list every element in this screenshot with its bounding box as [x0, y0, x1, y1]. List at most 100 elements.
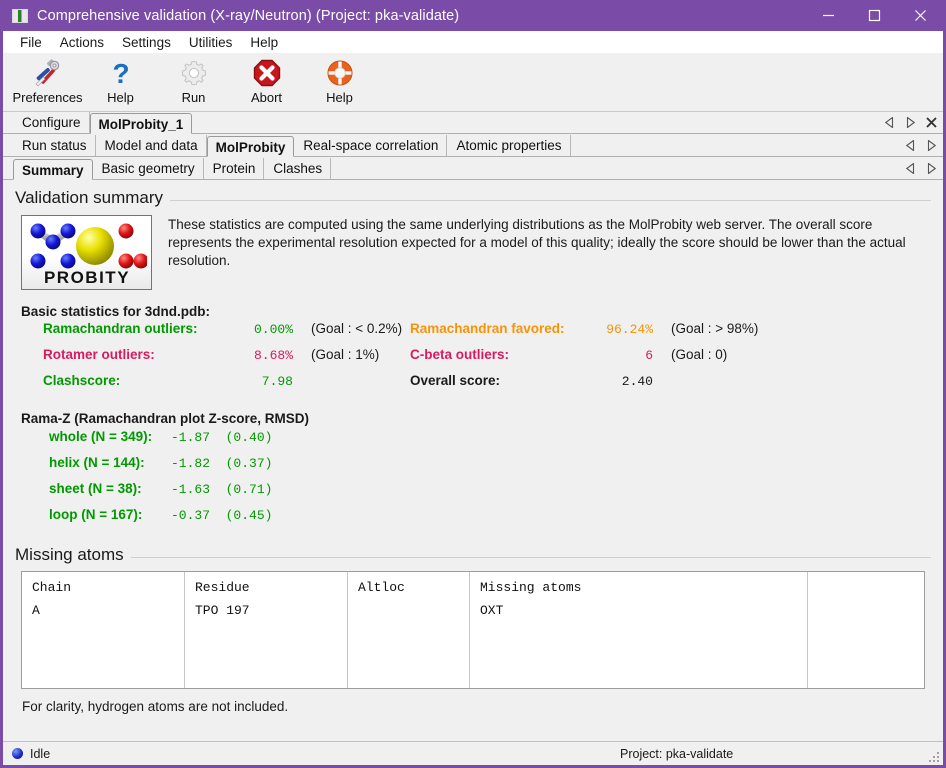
tabstrip-level2: Run status Model and data MolProbity Rea… — [3, 134, 943, 157]
help-label-toolbar: Help — [107, 90, 134, 105]
tab-basic-geometry[interactable]: Basic geometry — [93, 158, 204, 179]
column-header: Missing atoms — [480, 580, 582, 595]
menu-item-utilities[interactable]: Utilities — [188, 34, 233, 50]
tab-real-space-correlation[interactable]: Real-space correlation — [294, 135, 448, 156]
rama-z-heading: Rama-Z (Ramachandran plot Z-score, RMSD) — [21, 411, 310, 426]
ramachandran-favored-label: Ramachandran favored: — [410, 321, 565, 336]
rotamer-outliers-goal: (Goal : 1%) — [311, 347, 380, 362]
help-button-toolbar[interactable]: ? Help — [84, 53, 157, 109]
header-divider — [170, 200, 931, 201]
status-bar: Idle Project: pka-validate — [3, 741, 943, 765]
rama-z-helix-label: helix (N = 144): — [49, 455, 145, 470]
prev-arrow-icon[interactable] — [904, 162, 916, 176]
table-column-extra — [808, 572, 924, 688]
rama-z-whole-value: -1.87 (0.40) — [171, 430, 273, 445]
column-header: Chain — [32, 580, 72, 595]
table-cell: A — [32, 603, 40, 618]
tab-clashes[interactable]: Clashes — [264, 158, 332, 179]
tab-model-and-data[interactable]: Model and data — [96, 135, 207, 156]
prev-arrow-icon[interactable] — [883, 116, 895, 130]
next-arrow-icon[interactable] — [925, 139, 937, 153]
table-column-residue: Residue TPO 197 — [185, 572, 348, 688]
menu-item-settings[interactable]: Settings — [122, 34, 171, 50]
run-button[interactable]: Run — [157, 53, 230, 109]
rama-z-sheet-value: -1.63 (0.71) — [171, 482, 273, 497]
missing-atoms-header: Missing atoms — [15, 545, 931, 565]
next-arrow-icon[interactable] — [904, 116, 916, 130]
maximize-icon[interactable] — [851, 0, 897, 31]
summary-description: These statistics are computed using the … — [168, 217, 906, 268]
missing-atoms-table[interactable]: Chain A Residue TPO 197 Altloc Missing a… — [21, 571, 925, 689]
svg-text:?: ? — [112, 58, 129, 88]
ramachandran-favored-value: 96.24% — [606, 322, 653, 337]
help-label-lifebuoy: Help — [326, 90, 353, 105]
clashscore-value: 7.98 — [261, 374, 293, 389]
window-controls — [805, 0, 943, 31]
column-header: Altloc — [358, 580, 405, 595]
tabstrip-level3: Summary Basic geometry Protein Clashes — [3, 157, 943, 180]
resize-grip[interactable] — [929, 751, 941, 763]
lifebuoy-icon — [325, 57, 355, 89]
app-icon — [12, 8, 28, 23]
rama-z-row: sheet (N = 38): -1.63 (0.71) — [21, 481, 931, 507]
tabstrip-level2-tools — [904, 135, 943, 156]
help-button-lifebuoy[interactable]: Help — [303, 53, 376, 109]
stat-row: Rotamer outliers: 8.68% (Goal : 1%) C-be… — [21, 347, 931, 373]
rama-z-grid: whole (N = 349): -1.87 (0.40) helix (N =… — [21, 429, 931, 533]
stat-row: Clashscore: 7.98 Overall score: 2.40 — [21, 373, 931, 399]
next-arrow-icon[interactable] — [925, 162, 937, 176]
overall-score-label: Overall score: — [410, 373, 501, 388]
rama-z-row: helix (N = 144): -1.82 (0.37) — [21, 455, 931, 481]
table-column-chain: Chain A — [22, 572, 185, 688]
question-mark-icon: ? — [106, 57, 136, 89]
rama-z-whole-label: whole (N = 349): — [49, 429, 153, 444]
c-beta-outliers-label: C-beta outliers: — [410, 347, 510, 362]
stat-row: Ramachandran outliers: 0.00% (Goal : < 0… — [21, 321, 931, 347]
rama-z-row: whole (N = 349): -1.87 (0.40) — [21, 429, 931, 455]
menu-bar: File Actions Settings Utilities Help — [3, 31, 943, 53]
tabstrip-level1: Configure MolProbity_1 — [3, 112, 943, 134]
prev-arrow-icon[interactable] — [904, 139, 916, 153]
description-row: PROBITY These statistics are computed us… — [15, 215, 931, 290]
preferences-button[interactable]: Preferences — [11, 53, 84, 109]
close-icon[interactable] — [897, 0, 943, 31]
table-cell: OXT — [480, 603, 504, 618]
close-tab-icon[interactable] — [925, 116, 937, 130]
tab-configure[interactable]: Configure — [13, 112, 90, 133]
validation-summary-header: Validation summary — [15, 188, 931, 208]
rama-z-sheet-label: sheet (N = 38): — [49, 481, 142, 496]
tabstrip-level1-tools — [883, 112, 943, 133]
tab-atomic-properties[interactable]: Atomic properties — [447, 135, 571, 156]
menu-item-actions[interactable]: Actions — [59, 34, 105, 50]
missing-atoms-group: Missing atoms Chain A Residue TPO 197 Al… — [15, 545, 931, 714]
tab-protein[interactable]: Protein — [204, 158, 265, 179]
tools-icon — [33, 57, 63, 89]
tab-molprobity-1[interactable]: MolProbity_1 — [89, 113, 193, 134]
rotamer-outliers-label: Rotamer outliers: — [43, 347, 155, 362]
ramachandran-favored-goal: (Goal : > 98%) — [671, 321, 759, 336]
tab-summary[interactable]: Summary — [13, 159, 93, 180]
rotamer-outliers-value: 8.68% — [253, 348, 293, 363]
toolbar: Preferences ? Help Run — [3, 53, 943, 112]
tabstrip-level3-tools — [904, 158, 943, 179]
page-title: Validation summary — [15, 188, 164, 207]
c-beta-outliers-goal: (Goal : 0) — [671, 347, 728, 362]
molprobity-logo: PROBITY — [21, 215, 152, 290]
ramachandran-outliers-label: Ramachandran outliers: — [43, 321, 198, 336]
preferences-label: Preferences — [12, 90, 83, 105]
abort-button[interactable]: Abort — [230, 53, 303, 109]
menu-item-help[interactable]: Help — [250, 34, 279, 50]
c-beta-outliers-value: 6 — [645, 348, 653, 363]
status-text: Idle — [30, 746, 51, 761]
abort-label: Abort — [250, 90, 283, 105]
tab-run-status[interactable]: Run status — [13, 135, 96, 156]
tab-molprobity[interactable]: MolProbity — [206, 136, 295, 157]
minimize-icon[interactable] — [805, 0, 851, 31]
gear-icon — [179, 57, 209, 89]
ramachandran-outliers-value: 0.00% — [253, 322, 293, 337]
menu-item-file[interactable]: File — [20, 34, 42, 50]
title-bar: Comprehensive validation (X-ray/Neutron)… — [3, 0, 943, 31]
ramachandran-outliers-goal: (Goal : < 0.2%) — [311, 321, 403, 336]
rama-z-row: loop (N = 167): -0.37 (0.45) — [21, 507, 931, 533]
